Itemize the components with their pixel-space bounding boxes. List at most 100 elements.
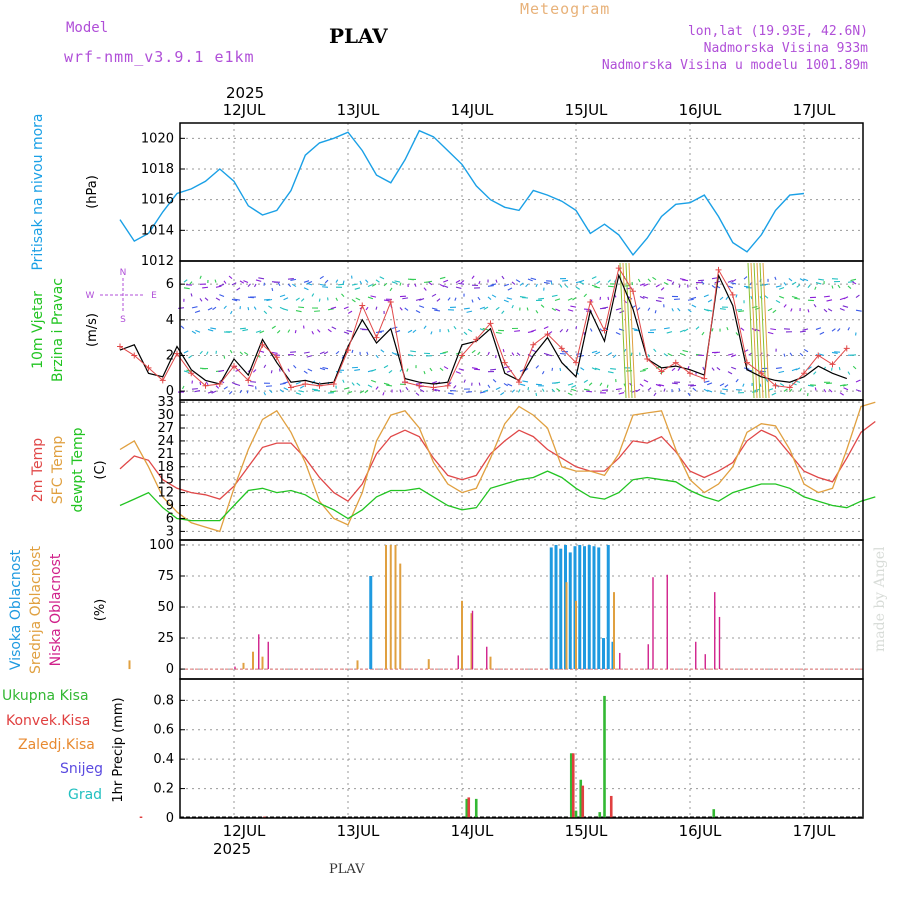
wind-unit-label: (m/s) [85,313,100,347]
wind-barb [283,387,289,391]
model-name: wrf-nmm_v3.9.1 e1km [64,48,255,66]
wind-barb [279,389,284,393]
cloud-bar [554,544,558,670]
wind-barb [214,279,217,283]
wind-barb [207,390,214,394]
wind-barb [530,329,537,333]
wind-barb [731,278,737,283]
y-tick-label: 27 [157,421,174,436]
storm-barbs [762,262,770,399]
wind-barb [507,287,513,291]
wind-barb [255,279,262,282]
cloud-bar [385,544,387,670]
wind-barb [212,306,217,311]
wind-barb [591,284,598,288]
wind-barb [527,278,533,282]
wind-barb [266,298,273,302]
wind-barb [607,279,611,283]
wind-barb [692,387,697,392]
wind-barb [828,388,833,393]
wind-barb [247,384,254,387]
wind-barb [579,281,585,285]
wind-barb [731,354,737,358]
wind-barb [535,383,542,386]
wind-barb [538,297,545,300]
pressure-unit-label: (hPa) [85,175,100,209]
wind-barb [442,351,449,354]
cloud-bar [369,575,373,670]
cloud-bar [486,646,488,670]
cloud-bar [597,547,601,670]
wind-barb [269,389,273,393]
wind-barb [677,307,681,312]
wind-barb [463,379,466,383]
wind-barb [847,285,852,289]
panel-frame [179,678,864,819]
wind-barb [663,327,670,330]
wind-gust-marker [345,347,351,354]
y-tick-label: 3 [166,524,174,539]
pressure-title-label: Pritisak na nivou mora [30,113,46,270]
wind-barb [831,285,834,289]
y-tick-label: 50 [157,600,174,615]
wind-barb [663,353,668,357]
wind-barb [351,382,355,386]
wind-barb [647,354,650,358]
wind-barb [263,298,270,301]
cloud-bar [619,652,621,670]
wind-barb [556,388,561,392]
wind-barb [178,307,185,309]
wind-barb [779,286,785,290]
wind-barb [559,367,562,372]
wind-barb [215,385,220,389]
wind-barb [423,370,426,375]
wind-gust-marker [687,370,693,377]
model-label: Model [66,20,109,36]
wind-barb [658,297,665,299]
cloud-bar [457,655,459,670]
wind-gust-marker [758,370,765,377]
wind-barb [195,329,201,333]
wind-barb [543,281,550,284]
cloud-bar [252,651,254,670]
y-tick-label: 1018 [141,162,174,177]
wind-barb [647,307,651,311]
wind-barb [677,367,681,372]
wind-gust-marker [245,377,252,384]
wind-barb [228,391,233,395]
wind-barb [722,388,729,391]
station-title: PLAV [329,24,388,48]
y-tick-label: 0 [166,811,174,826]
wind-barb [839,307,845,311]
wind-barb [642,295,649,299]
day-label-top-12JUL: 12JUL [223,101,266,119]
wind-barb [687,392,691,397]
wind-barb [535,283,538,288]
compass-cross-icon [100,278,144,312]
wind-barb [317,329,321,333]
wind-barb [852,365,857,370]
wind-barb [370,379,377,383]
cloud-low-label: Niska Oblacnost [48,553,64,666]
day-label-top-13JUL: 13JUL [337,101,380,119]
wind-barb [406,368,409,372]
wind-barb [199,350,203,355]
wind-barb [467,328,473,333]
wind-barb [231,282,237,286]
wind-barb [255,330,262,333]
wind-barb [234,298,241,301]
precip-legend-3: Snijeg [60,761,103,777]
wind-barb [771,392,777,396]
wind-barb [759,383,762,387]
y-tick-label: 0 [166,662,174,677]
wind-barb [341,293,345,297]
temp-dewpt-label: dewpt Temp [70,427,86,512]
wind-barb [580,367,585,371]
wind-barb [234,383,241,386]
wind-barb [531,349,537,353]
wind-barb [270,370,273,374]
y-tick-label: 30 [157,408,174,423]
precip-bar [598,812,602,818]
wind-barb [525,283,529,288]
